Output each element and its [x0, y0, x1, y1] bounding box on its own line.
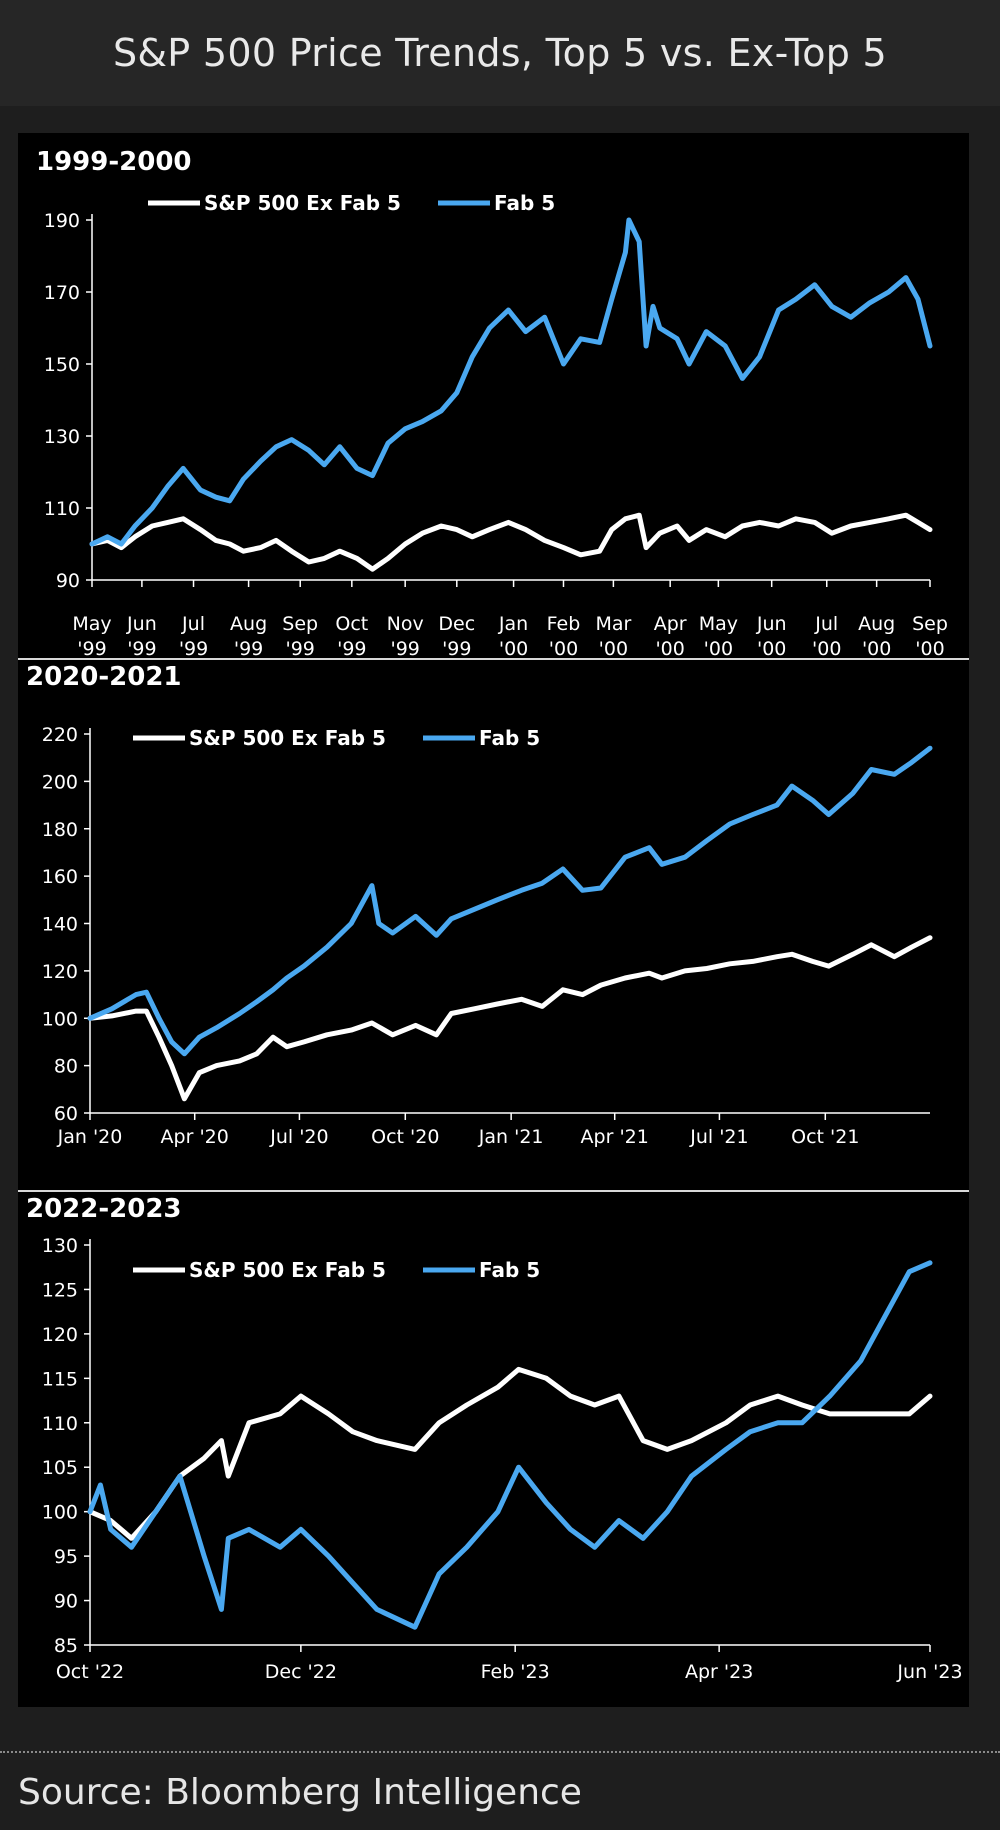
x-tick-label: Aug	[230, 613, 267, 635]
y-tick-label: 60	[54, 1103, 78, 1125]
series-line-ex-fab5	[87, 1366, 933, 1541]
x-tick-label: Oct '22	[56, 1661, 124, 1683]
x-tick-label: Aug	[858, 613, 895, 635]
x-tick-label: Sep	[282, 613, 318, 635]
x-tick-label: Jan '21	[478, 1126, 544, 1148]
x-tick-label: '99	[337, 638, 366, 660]
chart-title: 1999-2000	[36, 147, 192, 177]
x-tick-label: Apr '21	[581, 1126, 649, 1148]
legend-label: Fab 5	[494, 191, 555, 215]
y-tick-label: 150	[44, 354, 80, 376]
x-tick-label: Feb	[547, 613, 581, 635]
legend-label: S&P 500 Ex Fab 5	[189, 1258, 386, 1282]
x-tick-label: '99	[179, 638, 208, 660]
x-tick-label: Jul '21	[689, 1126, 748, 1148]
x-tick-label: Jan '20	[57, 1126, 123, 1148]
x-tick-label: Oct	[335, 613, 368, 635]
y-tick-label: 80	[54, 1056, 78, 1078]
x-tick-label: Nov	[387, 613, 424, 635]
x-tick-label: Jun	[756, 613, 787, 635]
x-tick-label: '00	[757, 638, 786, 660]
y-tick-label: 115	[42, 1368, 78, 1390]
y-tick-label: 180	[42, 819, 78, 841]
x-tick-label: '99	[286, 638, 315, 660]
x-tick-label: '99	[390, 638, 419, 660]
x-tick-label: Apr	[654, 613, 687, 635]
x-tick-label: May	[72, 613, 111, 635]
x-tick-label: Dec '22	[265, 1661, 337, 1683]
x-tick-label: '00	[499, 638, 528, 660]
series-line-ex-fab5	[89, 512, 933, 572]
y-tick-label: 220	[42, 724, 78, 746]
x-tick-label: '99	[127, 638, 156, 660]
x-tick-label: '00	[812, 638, 841, 660]
x-tick-label: Jul	[181, 613, 205, 635]
x-tick-label: '00	[915, 638, 944, 660]
x-tick-label: Jan	[498, 613, 528, 635]
x-tick-label: '99	[234, 638, 263, 660]
y-tick-label: 190	[44, 210, 80, 232]
x-tick-label: May	[699, 613, 738, 635]
chart-title: 2020-2021	[26, 662, 182, 692]
legend-label: S&P 500 Ex Fab 5	[204, 191, 401, 215]
x-tick-label: Oct '21	[791, 1126, 859, 1148]
x-tick-label: Jul	[814, 613, 838, 635]
series-line-ex-fab5	[87, 935, 933, 1102]
x-tick-label: Apr '20	[161, 1126, 229, 1148]
series-line-fab5	[87, 1260, 933, 1630]
y-tick-label: 160	[42, 866, 78, 888]
legend-label: Fab 5	[479, 1258, 540, 1282]
charts-svg: 1999-2000 90 110 130 150 170 190 May '99 Jun '99 Ju…	[18, 147, 969, 1683]
x-tick-label: '00	[655, 638, 684, 660]
x-tick-label: Jul '20	[269, 1126, 328, 1148]
y-tick-label: 100	[42, 1008, 78, 1030]
y-tick-label: 85	[54, 1635, 78, 1657]
y-tick-label: 130	[42, 1235, 78, 1257]
x-tick-label: Apr '23	[685, 1661, 753, 1683]
x-tick-label: '00	[549, 638, 578, 660]
footer-divider	[0, 1751, 1000, 1753]
y-tick-label: 170	[44, 282, 80, 304]
x-tick-label: Sep	[912, 613, 948, 635]
x-tick-label: Jun '23	[896, 1661, 962, 1683]
legend-label: S&P 500 Ex Fab 5	[189, 726, 386, 750]
y-tick-label: 110	[42, 1413, 78, 1435]
y-tick-label: 200	[42, 771, 78, 793]
series-line-fab5	[89, 217, 933, 547]
x-tick-label: Jun	[126, 613, 157, 635]
x-tick-label: Oct '20	[371, 1126, 439, 1148]
y-tick-label: 130	[44, 426, 80, 448]
series-line-fab5	[87, 745, 933, 1057]
y-tick-label: 140	[42, 914, 78, 936]
source-note: Source: Bloomberg Intelligence	[18, 1772, 582, 1813]
header-bar: S&P 500 Price Trends, Top 5 vs. Ex-Top 5	[0, 0, 1000, 106]
y-tick-label: 110	[44, 498, 80, 520]
y-tick-label: 120	[42, 1324, 78, 1346]
x-tick-label: Feb '23	[481, 1661, 550, 1683]
y-tick-label: 100	[42, 1502, 78, 1524]
x-tick-label: '00	[599, 638, 628, 660]
x-tick-label: '00	[862, 638, 891, 660]
y-tick-label: 95	[54, 1546, 78, 1568]
y-tick-label: 125	[42, 1279, 78, 1301]
y-tick-label: 120	[42, 961, 78, 983]
page-title: S&P 500 Price Trends, Top 5 vs. Ex-Top 5	[112, 31, 888, 75]
chart-panel: 1999-2000 90 110 130 150 170 190 May '99 Jun '99 Ju…	[18, 133, 969, 1707]
legend-label: Fab 5	[479, 726, 540, 750]
x-tick-label: Dec	[438, 613, 475, 635]
chart-title: 2022-2023	[26, 1194, 182, 1224]
y-tick-label: 105	[42, 1457, 78, 1479]
x-tick-label: '00	[704, 638, 733, 660]
x-tick-label: '99	[77, 638, 106, 660]
y-tick-label: 90	[54, 1591, 78, 1613]
x-tick-label: '99	[442, 638, 471, 660]
y-tick-label: 90	[56, 570, 80, 592]
x-tick-label: Mar	[595, 613, 631, 635]
